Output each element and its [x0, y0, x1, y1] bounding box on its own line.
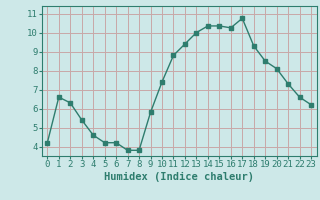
X-axis label: Humidex (Indice chaleur): Humidex (Indice chaleur) — [104, 172, 254, 182]
